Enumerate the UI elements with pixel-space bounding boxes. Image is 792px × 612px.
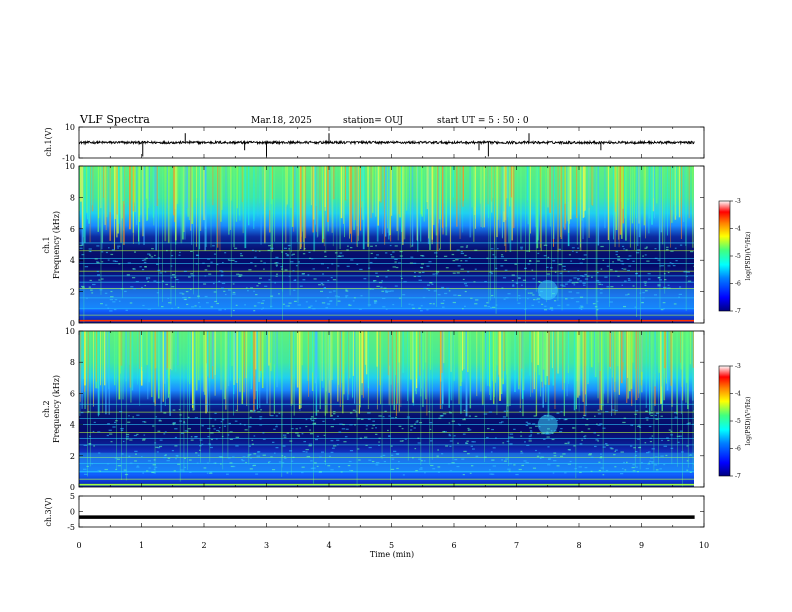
figure-date: Mar.18, 2025 xyxy=(251,116,312,126)
ch1-waveform-panel: 10 -10 xyxy=(62,123,705,163)
ch2spec-ytick-label: 2 xyxy=(70,452,75,461)
ch1spec-ytick-label: 6 xyxy=(70,225,75,234)
colorbar-tick-label: -5 xyxy=(735,418,741,425)
colorbar-tick-label: -3 xyxy=(735,363,741,370)
colorbar-tick-label: -4 xyxy=(735,391,741,398)
x-tick-label: 6 xyxy=(451,541,456,550)
colorbar-tick-label: -7 xyxy=(735,473,741,480)
ch2spec-ytick-label: 8 xyxy=(70,358,75,367)
ch1-waveform-trace xyxy=(79,139,695,146)
ch2-colorbar-label: log(PSD)(V²/Hz) xyxy=(745,397,752,446)
x-axis-label: Time (min) xyxy=(370,550,414,559)
ch3-waveform-panel: 5 0 -5 xyxy=(67,492,705,532)
ch1spec-ytick-label: 4 xyxy=(70,256,75,265)
x-tick-label: 10 xyxy=(699,541,709,550)
figure-station: station= OUJ xyxy=(343,116,403,126)
ch3-waveform-ytick-label: 5 xyxy=(70,492,75,501)
x-tick-label: 8 xyxy=(576,541,581,550)
x-tick-label: 9 xyxy=(639,541,644,550)
x-tick-label: 3 xyxy=(264,541,269,550)
ch1-spectrogram-ylabel-freq: Frequency (kHz) xyxy=(52,211,61,279)
ch2spec-ytick-label: 0 xyxy=(70,483,75,492)
ch1spec-ytick-label: 2 xyxy=(70,288,75,297)
ch2-spectrogram-ylabel-freq: Frequency (kHz) xyxy=(52,375,61,443)
ch3-waveform-ytick-label: -5 xyxy=(67,523,75,532)
x-axis-ticks: 0 1 2 3 4 5 6 7 8 9 10 xyxy=(76,541,709,550)
ch2spec-ytick-label: 10 xyxy=(65,327,75,336)
colorbar-tick-label: -5 xyxy=(735,253,741,260)
colorbar-tick-label: -7 xyxy=(735,308,741,315)
colorbar-tick-label: -6 xyxy=(735,446,741,453)
ch2-spectrogram-ylabel-channel: ch.2 xyxy=(42,400,51,417)
ch1spec-ytick-label: 8 xyxy=(70,193,75,202)
x-tick-label: 2 xyxy=(201,541,206,550)
x-tick-label: 7 xyxy=(514,541,519,550)
figure-start-time: start UT = 5 : 50 : 0 xyxy=(437,116,529,126)
ch2spec-ytick-label: 4 xyxy=(70,421,75,430)
colorbar-tick-label: -3 xyxy=(735,198,741,205)
ch1spec-ytick-label: 0 xyxy=(70,319,75,328)
x-tick-label: 4 xyxy=(326,541,331,550)
ch3-waveform-ytick-label: 0 xyxy=(70,508,75,517)
ch1-spectrogram-panel: 0 2 4 6 8 10 xyxy=(65,162,705,328)
ch1-waveform-ylabel: ch.1(V) xyxy=(44,127,53,156)
x-tick-label: 5 xyxy=(389,541,394,550)
figure-title: VLF Spectra xyxy=(79,113,150,126)
ch1spec-ytick-label: 10 xyxy=(65,162,75,171)
ch2-colorbar: -3 -4 -5 -6 -7 log(PSD)(V²/Hz) xyxy=(718,363,752,480)
ch3-waveform-ylabel: ch.3(V) xyxy=(44,497,53,526)
colorbar-tick-label: -4 xyxy=(735,226,741,233)
ch1-waveform-ytick-label: -10 xyxy=(62,154,75,163)
ch1-waveform-ytick-label: 10 xyxy=(65,123,75,132)
ch1-colorbar: -3 -4 -5 -6 -7 log(PSD)(V²/Hz) xyxy=(718,198,752,315)
x-tick-label: 0 xyxy=(76,541,81,550)
x-tick-label: 1 xyxy=(139,541,144,550)
ch1-spectrogram-ylabel-channel: ch.1 xyxy=(42,236,51,253)
ch2spec-ytick-label: 6 xyxy=(70,389,75,398)
ch1-colorbar-label: log(PSD)(V²/Hz) xyxy=(745,232,752,281)
ch2-spectrogram-panel: 0 2 4 6 8 10 xyxy=(65,327,705,492)
colorbar-tick-label: -6 xyxy=(735,281,741,288)
